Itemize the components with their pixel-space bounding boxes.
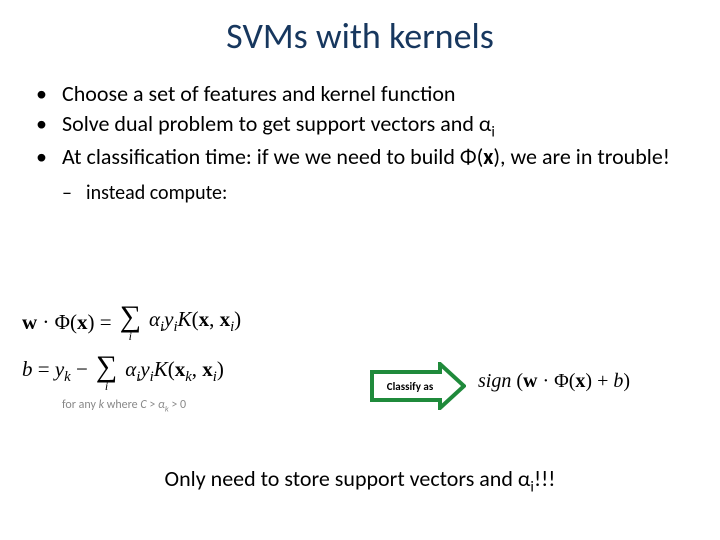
bullet-text: Choose a set of features and kernel func… [62, 80, 686, 108]
bullet-2: • Solve dual problem to get support vect… [36, 110, 686, 142]
sigma-glyph: ∑ [120, 302, 141, 332]
footer-exclaim: !!! [534, 465, 556, 492]
equation-1: w · Φ(x) = ∑ i αiyiK(x, xi) [22, 302, 362, 342]
classification-expression: sign (w · Φ(x) + b) [478, 370, 630, 393]
bold-x: x [483, 143, 493, 170]
sub-bullet-1: – instead compute: [62, 181, 686, 206]
bullet-3: • At classification time: if we we need … [36, 143, 686, 171]
note-text: for any [62, 398, 99, 412]
eq2-lhs: b = yk − [22, 357, 88, 386]
equation-2: b = yk − ∑ i αiyiK(xk, xi) [22, 352, 362, 392]
arrow-label: Classify as [370, 362, 450, 410]
classify-arrow: Classify as [370, 362, 466, 410]
sigma-icon: ∑ i [120, 302, 141, 342]
equations: w · Φ(x) = ∑ i αiyiK(x, xi) b = yk − ∑ i… [22, 302, 362, 414]
alpha-symbol: α [479, 110, 491, 137]
sigma-glyph: ∑ [96, 352, 117, 382]
text-run: ), we are in trouble! [493, 143, 670, 170]
bullet-text: At classification time: if we we need to… [62, 143, 686, 171]
sigma-index: i [105, 380, 108, 392]
bullet-text: Solve dual problem to get support vector… [62, 110, 686, 142]
sign-fn: sign [478, 370, 511, 392]
footer-note: Only need to store support vectors and α… [0, 465, 720, 496]
eq1-rhs: αiyiK(x, xi) [149, 307, 241, 336]
sigma-index: i [129, 330, 132, 342]
equation-note: for any k where C > αk > 0 [62, 398, 362, 414]
sigma-icon: ∑ i [96, 352, 117, 392]
alpha-symbol: α [518, 465, 530, 492]
bullet-marker: • [36, 110, 62, 142]
phi-symbol: Φ( [460, 143, 483, 170]
footer-text: Only need to store support vectors and [165, 465, 518, 492]
sub-bullet-text: instead compute: [86, 181, 227, 206]
bullet-marker: • [36, 143, 62, 171]
slide-title: SVMs with kernels [0, 14, 720, 58]
alpha: α [149, 307, 160, 331]
eq2-rhs: αiyiK(xk, xi) [125, 357, 224, 386]
note-text: where [104, 398, 140, 412]
sub-bullet-marker: – [62, 181, 86, 206]
slide: SVMs with kernels • Choose a set of feat… [0, 0, 720, 540]
bullet-marker: • [36, 80, 62, 108]
text-run: Solve dual problem to get support vector… [62, 110, 479, 137]
y: y [140, 357, 149, 381]
alpha: α [125, 357, 136, 381]
eq1-lhs: w · Φ(x) = [22, 310, 112, 335]
text-run: At classification time: if we we need to… [62, 143, 460, 170]
bullet-1: • Choose a set of features and kernel fu… [36, 80, 686, 108]
bullet-list: • Choose a set of features and kernel fu… [36, 80, 686, 206]
subscript-i: i [491, 122, 495, 141]
